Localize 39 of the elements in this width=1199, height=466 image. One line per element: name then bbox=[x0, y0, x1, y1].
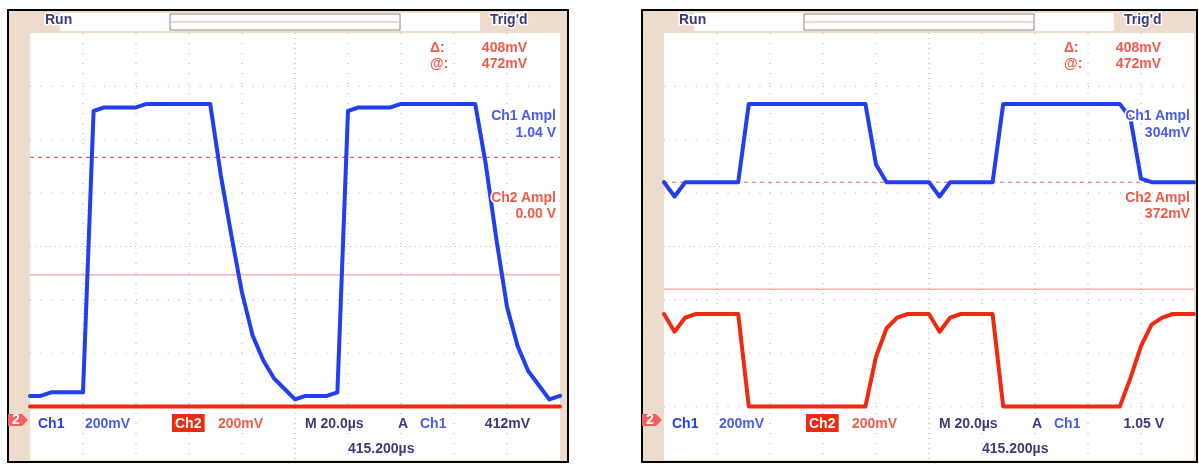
annotation: Ch2 Ampl bbox=[1125, 189, 1190, 205]
text: Δ: bbox=[1064, 39, 1079, 55]
annotation: Ch1 bbox=[1054, 415, 1081, 431]
text: 2 bbox=[12, 411, 21, 427]
text: 408mV bbox=[481, 39, 528, 55]
text: Run bbox=[45, 11, 73, 27]
text: Δ: bbox=[430, 39, 445, 55]
annotation: A bbox=[1032, 415, 1043, 431]
annotation: 372mV bbox=[1144, 205, 1191, 221]
text: Trig'd bbox=[490, 11, 528, 27]
text: @: bbox=[430, 55, 449, 71]
annotation: 415.200µs bbox=[982, 440, 1049, 456]
annotation: M 20.0µs bbox=[305, 415, 364, 431]
series-label: Ch2 bbox=[809, 415, 836, 431]
text: @: bbox=[1064, 55, 1083, 71]
text: 472mV bbox=[481, 55, 528, 71]
annotation: Ch1 Ampl bbox=[491, 107, 556, 123]
series-label: Ch2 bbox=[175, 415, 202, 431]
text: Trig'd bbox=[1124, 11, 1162, 27]
annotation: Ch2 Ampl bbox=[491, 189, 556, 205]
annotation: 200mV bbox=[218, 415, 264, 431]
text: Run bbox=[679, 11, 707, 27]
text: Ch1 bbox=[672, 415, 699, 431]
annotation: 200mV bbox=[852, 415, 898, 431]
annotation: 415.200µs bbox=[348, 440, 415, 456]
text: 2 bbox=[646, 411, 655, 427]
annotation: 412mV bbox=[484, 415, 531, 431]
annotation: Ch1 bbox=[420, 415, 447, 431]
annotation: 200mV bbox=[719, 415, 765, 431]
series-label: Ch1 bbox=[38, 415, 65, 431]
annotation: 200mV bbox=[85, 415, 131, 431]
annotation: 1.04 V bbox=[515, 124, 557, 140]
annotation: M 20.0µs bbox=[939, 415, 998, 431]
annotation: 304mV bbox=[1144, 124, 1191, 140]
annotation: A bbox=[398, 415, 409, 431]
annotation: 0.00 V bbox=[515, 205, 557, 221]
text: 408mV bbox=[1115, 39, 1162, 55]
text: 472mV bbox=[1115, 55, 1162, 71]
annotation: 1.05 V bbox=[1123, 415, 1165, 431]
